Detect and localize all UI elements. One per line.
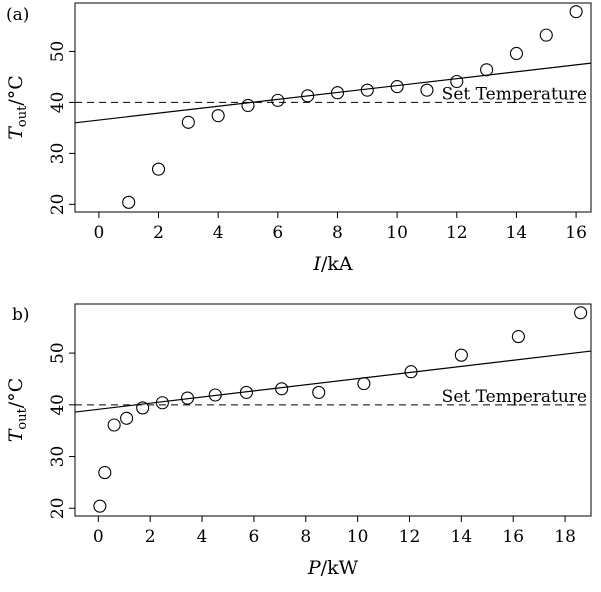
data-point [107,418,121,432]
x-tick-label: 14 [506,223,528,243]
data-point [312,385,326,399]
data-point [390,80,404,94]
data-point [330,86,345,100]
x-tick-label: 12 [399,527,421,547]
data-point [181,115,195,129]
y-tick-label: 40 [48,92,68,114]
data-point [241,98,255,113]
chart-panel-1: 0 2 4 6 8 10 12 14 16 20 30 40 50 Set Temperature I/kA… [5,2,592,275]
data-point [239,385,253,399]
y-tick-label: 50 [48,342,68,364]
data-point [271,93,285,107]
chart-panel-2: 0 2 4 6 8 10 12 14 16 18 20 30 40 50 Set Temperature P/… [5,303,592,579]
panel-label: b) [12,305,30,325]
x-tick-label: 12 [446,223,468,243]
x-tick-label: 8 [300,527,311,547]
x-tick-label: 2 [153,223,164,243]
y-tick-label: 40 [48,394,68,416]
data-point [509,46,523,61]
x-tick-label: 16 [565,223,587,243]
data-point [120,411,134,425]
x-tick-label: 16 [502,527,524,547]
data-point [480,63,494,77]
fit-line [74,62,592,124]
x-tick-label: 10 [347,527,369,547]
x-tick-label: 8 [332,223,343,243]
x-tick-label: 4 [213,223,224,243]
data-point [208,388,222,402]
data-point [360,83,374,97]
y-axis-label: Tout/°C [5,378,30,443]
data-point [569,5,583,19]
data-point [211,109,225,123]
x-tick-label: 10 [386,223,408,243]
data-point [122,195,136,209]
data-point [136,401,150,415]
x-axis-label: P/kW [307,557,359,579]
x-tick-label: 0 [93,527,104,547]
data-point [301,89,315,103]
x-tick-label: 18 [554,527,576,547]
data-point [155,396,169,410]
x-tick-label: 6 [249,527,260,547]
data-point [98,466,112,480]
x-tick-label: 2 [145,527,156,547]
data-point [420,83,434,97]
data-point [93,499,107,513]
plot-frame [74,303,592,517]
set-temperature-label: Set Temperature [442,84,587,104]
y-tick-label: 30 [48,446,68,468]
data-point [454,348,468,362]
data-point [151,162,166,176]
x-tick-label: 14 [451,527,473,547]
y-tick-label: 30 [48,143,68,165]
data-point [539,28,553,42]
x-tick-label: 4 [197,527,208,547]
data-point [404,365,418,379]
data-point [180,391,195,405]
plot-frame [74,2,592,213]
x-axis-label: I/kA [312,253,352,275]
y-tick-label: 20 [48,194,68,216]
y-tick-label: 20 [48,497,68,519]
x-tick-label: 6 [272,223,283,243]
set-temperature-label: Set Temperature [442,387,587,407]
data-point [511,330,525,344]
data-point [574,306,588,320]
data-point [450,74,464,89]
data-point [275,382,289,396]
data-point [357,377,371,391]
x-tick-label: 0 [93,223,104,243]
panel-label: (a) [6,5,29,25]
y-axis-label: Tout/°C [5,75,30,140]
y-tick-label: 50 [48,41,68,63]
fit-line [74,350,592,413]
